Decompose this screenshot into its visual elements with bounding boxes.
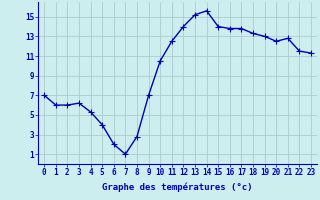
X-axis label: Graphe des températures (°c): Graphe des températures (°c) [102,183,253,192]
